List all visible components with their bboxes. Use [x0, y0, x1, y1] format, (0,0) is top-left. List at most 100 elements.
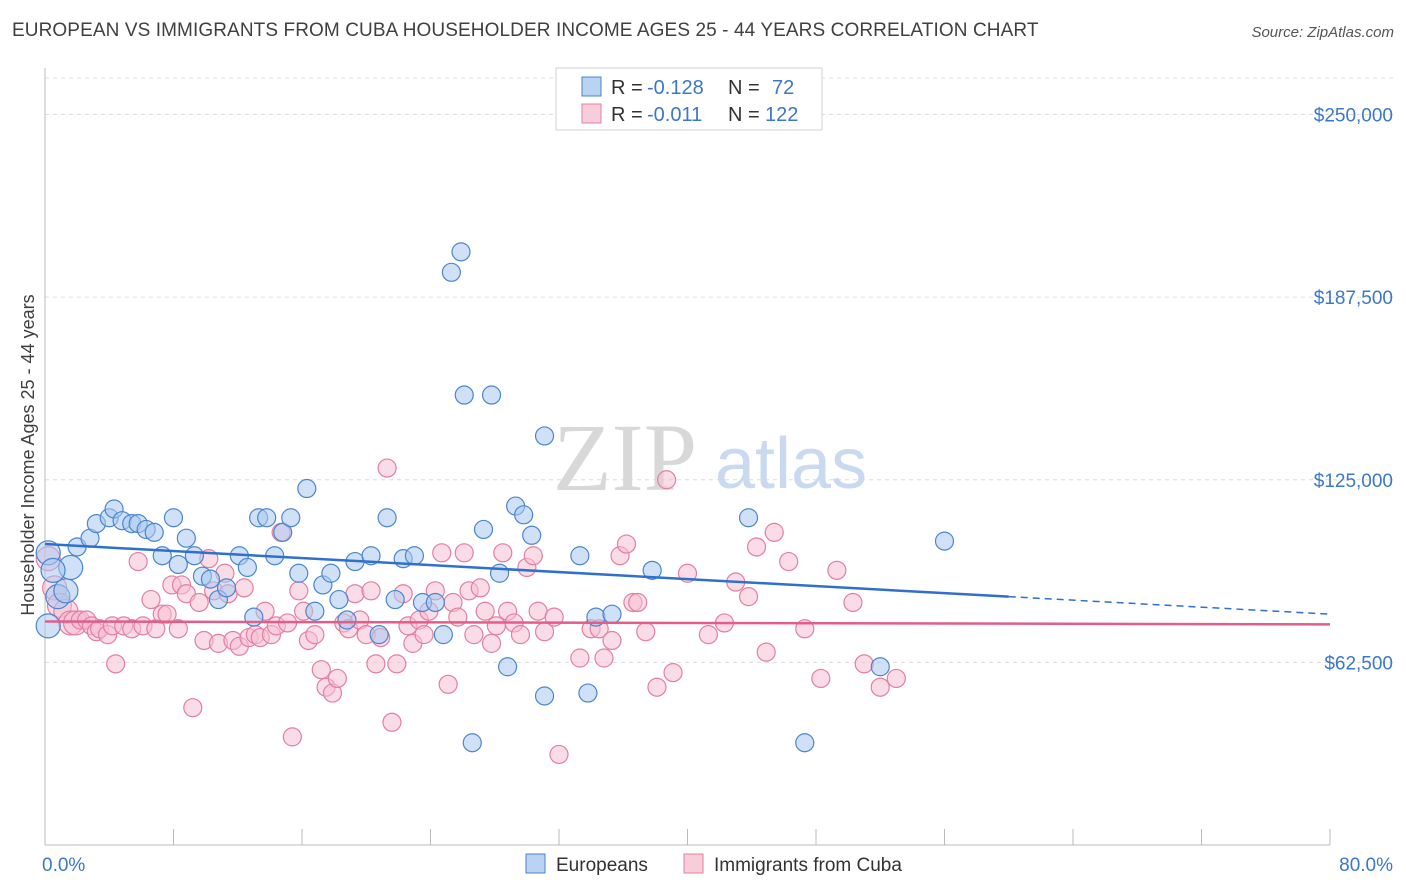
data-point-cuba: [438, 674, 458, 694]
data-point-cuba: [282, 727, 302, 747]
data-point-european: [176, 528, 196, 548]
chart-title: EUROPEAN VS IMMIGRANTS FROM CUBA HOUSEHO…: [12, 20, 1039, 41]
data-point-european: [870, 657, 890, 677]
y-axis-title: Householder Income Ages 25 - 44 years: [18, 294, 38, 615]
data-point-cuba: [183, 698, 203, 718]
legend-n-label: N =: [728, 104, 760, 126]
data-point-cuba: [382, 712, 402, 732]
correlation-legend: R = -0.128 N = 72 R = -0.011 N = 122: [555, 67, 823, 131]
data-point-cuba: [454, 543, 474, 563]
data-point-european: [35, 613, 61, 639]
data-point-european: [433, 625, 453, 645]
data-point-cuba: [486, 616, 506, 636]
data-point-cuba: [157, 604, 177, 624]
data-point-cuba: [602, 630, 622, 651]
data-point-european: [441, 262, 461, 282]
data-point-european: [329, 589, 349, 610]
data-point-cuba: [470, 578, 490, 598]
data-point-cuba: [464, 625, 484, 645]
data-point-european: [273, 522, 293, 542]
y-tick-label: $250,000: [1314, 106, 1393, 127]
y-tick-label: $125,000: [1314, 471, 1393, 492]
data-point-cuba: [366, 654, 386, 674]
trend-line-europeans-projection: [1008, 595, 1331, 615]
data-point-cuba: [811, 668, 831, 689]
legend-n-value-europeans: 72: [772, 77, 794, 99]
data-point-european: [578, 683, 598, 703]
data-point-cuba: [628, 592, 648, 613]
data-point-cuba: [168, 619, 188, 639]
data-point-european: [305, 601, 325, 621]
axes: [44, 68, 1331, 846]
data-point-cuba: [432, 543, 452, 563]
source-label: Source: ZipAtlas.com: [1251, 24, 1394, 41]
data-point-cuba: [189, 592, 209, 613]
trend-line-cuba: [44, 620, 1331, 626]
data-point-european: [534, 426, 555, 446]
y-tick-labels: $62,500 $125,000 $187,500 $250,000: [1314, 106, 1393, 675]
data-point-european: [40, 557, 66, 583]
data-point-european: [481, 385, 502, 405]
legend-r-label: R =: [611, 77, 643, 99]
data-point-european: [795, 733, 815, 753]
legend-swatch-europeans: [581, 76, 602, 97]
data-point-european: [489, 563, 510, 583]
data-point-european: [404, 546, 425, 566]
watermark-atlas: atlas: [715, 424, 867, 504]
data-point-european: [257, 508, 277, 528]
legend-r-label: R =: [611, 104, 643, 126]
data-point-european: [281, 508, 301, 528]
data-point-european: [534, 686, 555, 706]
data-point-european: [454, 385, 474, 405]
data-point-european: [53, 578, 79, 604]
data-point-cuba: [523, 546, 543, 566]
watermark-zip: ZIP: [553, 404, 697, 511]
data-point-cuba: [746, 537, 767, 557]
data-point-cuba: [377, 458, 397, 478]
legend-n-value-cuba: 122: [765, 104, 798, 126]
data-point-cuba: [289, 581, 309, 601]
data-point-european: [522, 525, 542, 545]
data-point-cuba: [528, 601, 548, 621]
data-point-cuba: [234, 578, 254, 598]
data-point-cuba: [616, 534, 637, 554]
data-point-cuba: [663, 663, 683, 683]
data-point-cuba: [870, 677, 890, 697]
data-point-cuba: [387, 654, 407, 674]
data-point-european: [216, 578, 237, 598]
data-point-cuba: [886, 668, 906, 689]
data-point-european: [934, 531, 955, 551]
data-point-european: [289, 563, 309, 583]
data-point-cuba: [636, 622, 656, 642]
legend-r-value-europeans: -0.128: [647, 77, 704, 99]
data-point-cuba: [738, 587, 759, 607]
data-point-cuba: [481, 633, 502, 653]
data-point-european: [163, 508, 184, 528]
data-point-cuba: [128, 551, 148, 572]
data-point-european: [144, 522, 164, 542]
data-point-european: [473, 519, 494, 540]
data-point-cuba: [311, 660, 331, 680]
data-point-cuba: [361, 581, 381, 601]
data-point-cuba: [647, 677, 667, 697]
data-point-european: [738, 508, 759, 528]
data-point-cuba: [141, 589, 161, 610]
data-point-european: [361, 546, 381, 566]
data-point-cuba: [843, 592, 863, 613]
data-point-cuba: [493, 543, 513, 563]
data-point-european: [369, 625, 389, 645]
data-point-european: [200, 569, 221, 589]
data-point-cuba: [764, 522, 784, 542]
bottom-legend-swatch-europeans: [525, 853, 546, 874]
trend-lines: [44, 542, 1331, 626]
data-point-cuba: [475, 601, 495, 621]
x-tick-label: 80.0%: [1339, 855, 1393, 876]
data-point-cuba: [756, 642, 776, 662]
data-point-european: [642, 560, 662, 580]
data-point-cuba: [414, 625, 434, 645]
data-point-cuba: [510, 625, 531, 645]
x-tick-labels: 0.0% 80.0%: [42, 855, 1393, 876]
data-point-european: [184, 546, 204, 566]
data-point-european: [377, 508, 397, 528]
